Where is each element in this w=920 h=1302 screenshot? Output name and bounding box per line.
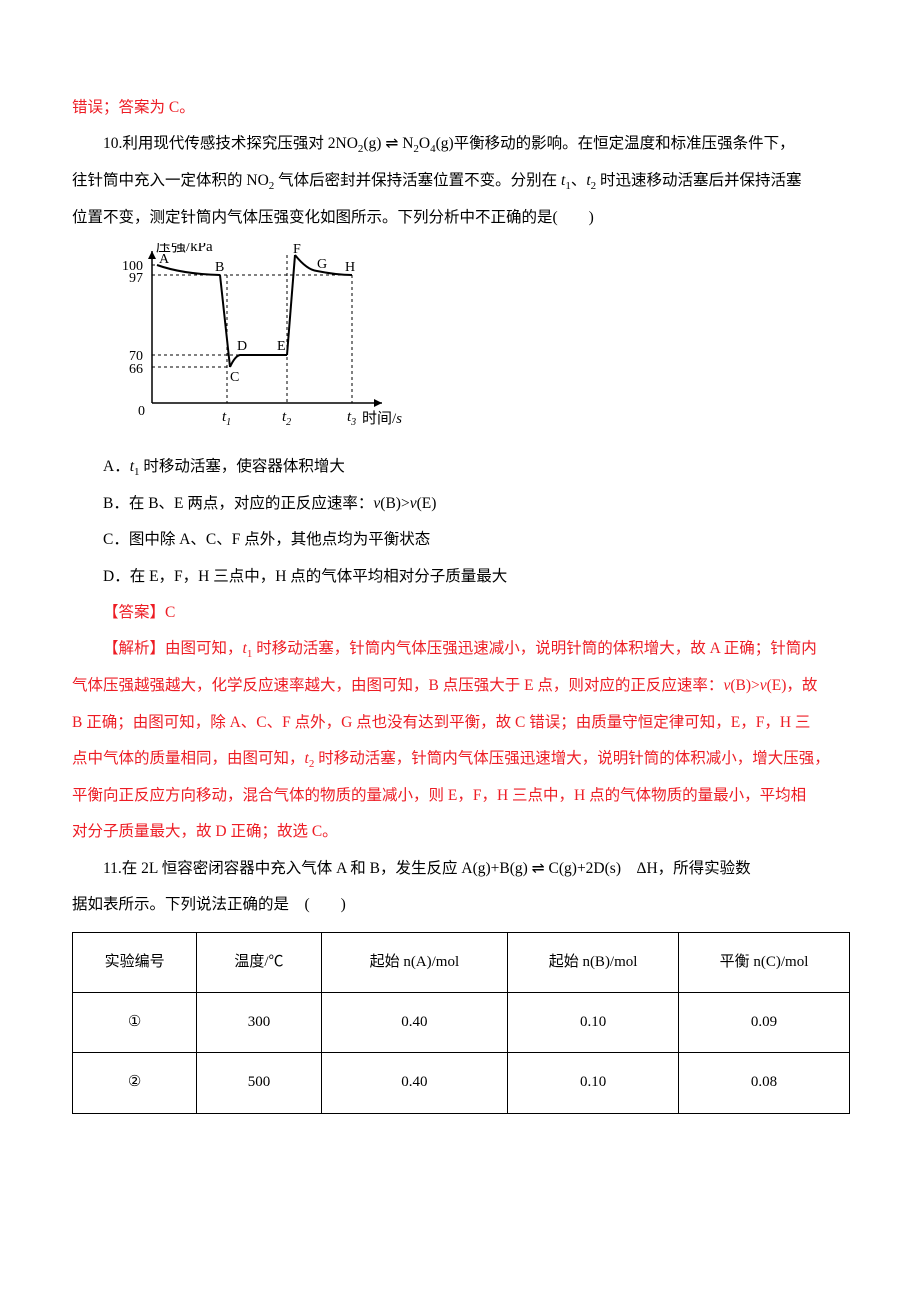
expl1a: 【解析】由图可知， bbox=[103, 640, 243, 657]
pt-D: D bbox=[237, 339, 247, 354]
ytick-0: 0 bbox=[138, 404, 145, 419]
cell-1-0: ② bbox=[73, 1053, 197, 1113]
q10-expl-5: 平衡向正反应方向移动，混合气体的物质的量减小，则 E，F，H 三点中，H 点的气… bbox=[72, 778, 850, 814]
curve-CDE bbox=[230, 355, 287, 367]
th-4: 平衡 n(C)/mol bbox=[679, 932, 850, 992]
x-axis-arrow bbox=[374, 399, 382, 407]
q11-table: 实验编号 温度/℃ 起始 n(A)/mol 起始 n(B)/mol 平衡 n(C… bbox=[72, 932, 850, 1114]
q10-stem-2c: 、 bbox=[571, 172, 587, 189]
th-3: 起始 n(B)/mol bbox=[508, 932, 679, 992]
q10-stem-1c: O bbox=[419, 135, 430, 152]
top-answer-line: 错误；答案为 C。 bbox=[72, 90, 850, 126]
xtick-t3: t3 bbox=[347, 409, 356, 428]
q10-expl-3: B 正确；由图可知，除 A、C、F 点外，G 点也没有达到平衡，故 C 错误；由… bbox=[72, 705, 850, 741]
xtick-t1: t1 bbox=[222, 409, 231, 428]
pt-C: C bbox=[230, 370, 239, 385]
table-header-row: 实验编号 温度/℃ 起始 n(A)/mol 起始 n(B)/mol 平衡 n(C… bbox=[73, 932, 850, 992]
expl1b: 时移动活塞，针筒内气体压强迅速减小，说明针筒的体积增大，故 A 正确；针筒内 bbox=[252, 640, 816, 657]
x-axis-label: 时间/s bbox=[362, 410, 402, 427]
expl2-v2: v bbox=[760, 677, 767, 694]
line-EF bbox=[287, 255, 295, 355]
optA-a: A． bbox=[103, 458, 130, 475]
y-axis-arrow bbox=[148, 251, 156, 259]
cell-1-1: 500 bbox=[197, 1053, 321, 1113]
expl2c: (E)，故 bbox=[767, 677, 818, 694]
optB-c: (E) bbox=[417, 495, 437, 512]
page: 错误；答案为 C。 10.利用现代传感技术探究压强对 2NO2(g) ⇌ N2O… bbox=[0, 0, 920, 1174]
q10-option-A: A．t1 时移动活塞，使容器体积增大 bbox=[72, 449, 850, 486]
th-1: 温度/℃ bbox=[197, 932, 321, 992]
cell-0-2: 0.40 bbox=[321, 993, 507, 1053]
pt-F: F bbox=[293, 243, 301, 257]
q10-expl-4: 点中气体的质量相同，由图可知，t2 时移动活塞，针筒内气体压强迅速增大，说明针筒… bbox=[72, 741, 850, 778]
cell-0-0: ① bbox=[73, 993, 197, 1053]
line-BC bbox=[220, 275, 230, 367]
cell-0-3: 0.10 bbox=[508, 993, 679, 1053]
q10-option-B: B．在 B、E 两点，对应的正反应速率：v(B)>v(E) bbox=[72, 486, 850, 522]
q10-stem-2a: 往针筒中充入一定体积的 NO bbox=[72, 172, 269, 189]
q10-expl-2: 气体压强越强越大，化学反应速率越大，由图可知，B 点压强大于 E 点，则对应的正… bbox=[72, 668, 850, 704]
q10-stem-2d: 时迅速移动活塞后并保持活塞 bbox=[596, 172, 801, 189]
optB-a: B．在 B、E 两点，对应的正反应速率： bbox=[103, 495, 373, 512]
q10-stem-line3: 位置不变，测定针筒内气体压强变化如图所示。下列分析中不正确的是( ) bbox=[72, 200, 850, 236]
cell-0-4: 0.09 bbox=[679, 993, 850, 1053]
q10-stem-1a: 10.利用现代传感技术探究压强对 2NO bbox=[103, 135, 358, 152]
optA-b: 时移动活塞，使容器体积增大 bbox=[140, 458, 345, 475]
pt-G: G bbox=[317, 257, 327, 272]
pressure-chart: 压强/kPa 时间/s 100 97 70 66 0 t1 t2 t3 A B … bbox=[112, 243, 422, 443]
cell-1-2: 0.40 bbox=[321, 1053, 507, 1113]
ytick-66: 66 bbox=[129, 362, 143, 377]
pt-A: A bbox=[159, 252, 170, 267]
expl2a: 气体压强越强越大，化学反应速率越大，由图可知，B 点压强大于 E 点，则对应的正… bbox=[72, 677, 723, 694]
q10-expl-1: 【解析】由图可知，t1 时移动活塞，针筒内气体压强迅速减小，说明针筒的体积增大，… bbox=[72, 631, 850, 668]
q11-stem-2: 据如表所示。下列说法正确的是 ( ) bbox=[72, 887, 850, 923]
th-0: 实验编号 bbox=[73, 932, 197, 992]
q10-stem-2b: 气体后密封并保持活塞位置不变。分别在 bbox=[274, 172, 561, 189]
pt-B: B bbox=[215, 260, 224, 275]
q10-stem-line2: 往针筒中充入一定体积的 NO2 气体后密封并保持活塞位置不变。分别在 t1、t2… bbox=[72, 163, 850, 200]
ytick-97: 97 bbox=[129, 271, 143, 286]
optB-b: (B)> bbox=[380, 495, 409, 512]
q11-stem-1: 11.在 2L 恒容密闭容器中充入气体 A 和 B，发生反应 A(g)+B(g)… bbox=[72, 851, 850, 887]
pt-H: H bbox=[345, 260, 355, 275]
expl4b: 时移动活塞，针筒内气体压强迅速增大，说明针筒的体积减小，增大压强， bbox=[314, 750, 829, 767]
q10-option-C: C．图中除 A、C、F 点外，其他点均为平衡状态 bbox=[72, 522, 850, 558]
cell-0-1: 300 bbox=[197, 993, 321, 1053]
pt-E: E bbox=[277, 339, 286, 354]
xtick-t2: t2 bbox=[282, 409, 291, 428]
table-row: ② 500 0.40 0.10 0.08 bbox=[73, 1053, 850, 1113]
table-body: ① 300 0.40 0.10 0.09 ② 500 0.40 0.10 0.0… bbox=[73, 993, 850, 1114]
q10-stem-1b: (g) ⇌ N bbox=[363, 135, 413, 152]
optB-v2: v bbox=[410, 495, 417, 512]
q10-stem-line1: 10.利用现代传感技术探究压强对 2NO2(g) ⇌ N2O4(g)平衡移动的影… bbox=[72, 126, 850, 163]
q10-expl-6: 对分子质量最大，故 D 正确；故选 C。 bbox=[72, 814, 850, 850]
q10-option-D: D．在 E，F，H 三点中，H 点的气体平均相对分子质量最大 bbox=[72, 559, 850, 595]
expl2b: (B)> bbox=[730, 677, 759, 694]
q10-stem-1d: (g)平衡移动的影响。在恒定温度和标准压强条件下， bbox=[436, 135, 795, 152]
cell-1-3: 0.10 bbox=[508, 1053, 679, 1113]
cell-1-4: 0.08 bbox=[679, 1053, 850, 1113]
table-row: ① 300 0.40 0.10 0.09 bbox=[73, 993, 850, 1053]
expl4a: 点中气体的质量相同，由图可知， bbox=[72, 750, 305, 767]
th-2: 起始 n(A)/mol bbox=[321, 932, 507, 992]
q10-answer: 【答案】C bbox=[72, 595, 850, 631]
